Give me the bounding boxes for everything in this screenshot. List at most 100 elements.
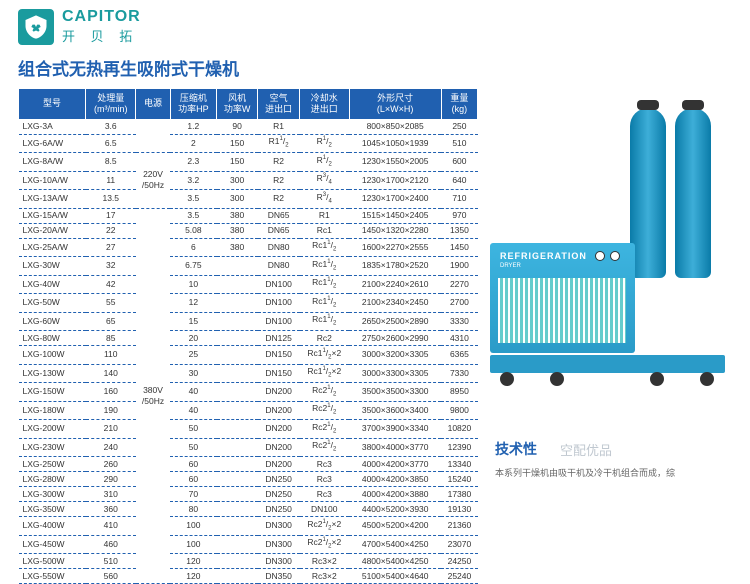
table-cell: Rc21/2 (300, 401, 350, 419)
table-row: LXG-250W26060DN200Rc34000×4200×377013340 (19, 457, 478, 472)
table-cell (217, 487, 258, 502)
table-cell (217, 312, 258, 330)
table-cell: 25 (170, 346, 216, 364)
table-cell: LXG-50W (19, 294, 86, 312)
table-cell: LXG-10A/W (19, 171, 86, 189)
table-row: LXG-60W6515DN100Rc11/22650×2500×28903330 (19, 312, 478, 330)
table-cell: 21360 (441, 517, 477, 535)
table-cell (217, 331, 258, 346)
watermark-text: 空配优品 (560, 440, 612, 459)
table-cell: 3500×3600×3400 (349, 401, 441, 419)
table-header: 外形尺寸(L×W×H) (349, 89, 441, 120)
table-cell: 90 (217, 119, 258, 134)
table-cell: 22 (86, 223, 136, 238)
page-title: 组合式无热再生吸附式干燥机 (0, 49, 750, 88)
table-cell: Rc21/2×2 (300, 517, 350, 535)
table-cell: 460 (86, 535, 136, 553)
table-cell: 80 (170, 502, 216, 517)
brand-en: CAPITOR (62, 8, 141, 26)
table-row: LXG-10A/W113.2300R2R3/41230×1700×2120640 (19, 171, 478, 189)
table-cell: 2.3 (170, 153, 216, 171)
table-cell: 6 (170, 238, 216, 256)
table-cell: 1.2 (170, 119, 216, 134)
table-cell: 510 (86, 554, 136, 569)
table-cell: DN150 (258, 346, 300, 364)
table-cell: 12 (170, 294, 216, 312)
table-cell: 3800×4000×3770 (349, 438, 441, 456)
table-cell: 4000×4200×3880 (349, 487, 441, 502)
table-row: LXG-150W16040DN200Rc21/23500×3500×330089… (19, 383, 478, 401)
table-cell: 17380 (441, 487, 477, 502)
table-cell: Rc11/2 (300, 257, 350, 275)
table-cell: 380V/50Hz (136, 208, 170, 584)
table-cell: LXG-8A/W (19, 153, 86, 171)
table-cell: 3000×3300×3305 (349, 364, 441, 382)
table-cell: 4700×5400×4250 (349, 535, 441, 553)
table-cell: 6365 (441, 346, 477, 364)
table-cell: DN300 (258, 535, 300, 553)
table-cell: Rc3 (300, 457, 350, 472)
table-cell: 380 (217, 208, 258, 223)
table-row: LXG-500W510120DN300Rc3×24800×5400×425024… (19, 554, 478, 569)
table-cell: 1835×1780×2520 (349, 257, 441, 275)
table-cell (217, 294, 258, 312)
table-cell: 140 (86, 364, 136, 382)
table-cell (217, 383, 258, 401)
table-cell: 160 (86, 383, 136, 401)
table-cell: Rc3×2 (300, 554, 350, 569)
table-cell: 3500×3500×3300 (349, 383, 441, 401)
table-cell: 1450 (441, 238, 477, 256)
table-cell: Rc3 (300, 472, 350, 487)
logo-icon (18, 9, 54, 45)
table-row: LXG-280W29060DN250Rc34000×4200×385015240 (19, 472, 478, 487)
table-cell: LXG-250W (19, 457, 86, 472)
table-cell: 40 (170, 383, 216, 401)
table-cell: 17 (86, 208, 136, 223)
table-cell: 100 (170, 517, 216, 535)
table-cell: 380 (217, 223, 258, 238)
table-cell: Rc11/2×2 (300, 346, 350, 364)
tech-title: 技术性 (495, 439, 537, 459)
table-cell: 970 (441, 208, 477, 223)
table-cell: R2 (258, 153, 300, 171)
table-cell (217, 502, 258, 517)
table-cell: DN80 (258, 257, 300, 275)
table-cell: DN100 (258, 294, 300, 312)
table-cell: R3/4 (300, 190, 350, 208)
spec-table-wrap: 型号处理量(m³/min)电源压缩机功率HP风机功率W空气进出口冷却水进出口外形… (18, 88, 478, 584)
table-row: LXG-50W5512DN100Rc11/22100×2340×24502700 (19, 294, 478, 312)
dryer-label: REFRIGERATION (500, 251, 587, 261)
table-cell: LXG-3A (19, 119, 86, 134)
table-cell (217, 457, 258, 472)
table-cell: 4000×4200×3850 (349, 472, 441, 487)
table-cell: 55 (86, 294, 136, 312)
table-cell: 5100×5400×4640 (349, 569, 441, 584)
table-cell: LXG-450W (19, 535, 86, 553)
table-cell: R1 (300, 208, 350, 223)
tech-description: 本系列干燥机由吸干机及冷干机组合而成，综 (495, 466, 675, 479)
table-cell: DN80 (258, 238, 300, 256)
table-cell: 19130 (441, 502, 477, 517)
table-cell: 3330 (441, 312, 477, 330)
table-cell: 20 (170, 331, 216, 346)
table-header: 冷却水进出口 (300, 89, 350, 120)
table-cell: DN350 (258, 569, 300, 584)
table-cell: 4400×5200×3930 (349, 502, 441, 517)
table-cell: DN150 (258, 364, 300, 382)
table-header: 重量(kg) (441, 89, 477, 120)
table-row: LXG-550W560120DN350Rc3×25100×5400×464025… (19, 569, 478, 584)
table-row: LXG-80W8520DN125Rc22750×2600×29904310 (19, 331, 478, 346)
table-cell: 1600×2270×2555 (349, 238, 441, 256)
table-cell: Rc11/2 (300, 238, 350, 256)
table-row: LXG-13A/W13.53.5300R2R3/41230×1700×24007… (19, 190, 478, 208)
table-cell: 3700×3900×3340 (349, 420, 441, 438)
table-cell: DN300 (258, 517, 300, 535)
table-cell: 290 (86, 472, 136, 487)
table-cell: 5.08 (170, 223, 216, 238)
table-row: LXG-200W21050DN200Rc21/23700×3900×334010… (19, 420, 478, 438)
table-header: 型号 (19, 89, 86, 120)
table-cell: DN100 (258, 312, 300, 330)
table-cell: R1/2 (300, 134, 350, 152)
table-cell: 800×850×2085 (349, 119, 441, 134)
table-cell: 13.5 (86, 190, 136, 208)
